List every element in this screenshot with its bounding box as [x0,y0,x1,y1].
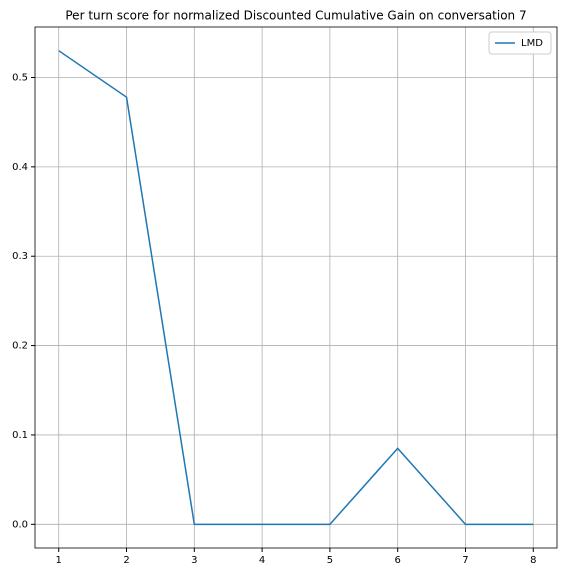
x-tick-label: 6 [395,555,401,566]
y-tick-label: 0.5 [12,72,28,83]
chart-title: Per turn score for normalized Discounted… [65,9,526,23]
x-tick-label: 4 [259,555,265,566]
y-tick-label: 0.3 [12,251,28,262]
legend-box [488,31,552,55]
x-tick-label: 1 [56,555,62,566]
legend-label: LMD [521,38,543,49]
x-tick-label: 5 [327,555,333,566]
plot-frame [34,26,558,549]
data-line [58,50,534,526]
y-tick-label: 0.2 [12,341,28,352]
x-tick-label: 3 [191,555,197,566]
x-tick-label: 2 [123,555,129,566]
y-tick-label: 0.1 [12,430,28,441]
y-tick-label: 0.0 [12,519,28,530]
y-tick-label: 0.4 [12,162,28,173]
x-tick-label: 8 [530,555,536,566]
x-tick-label: 7 [462,555,468,566]
